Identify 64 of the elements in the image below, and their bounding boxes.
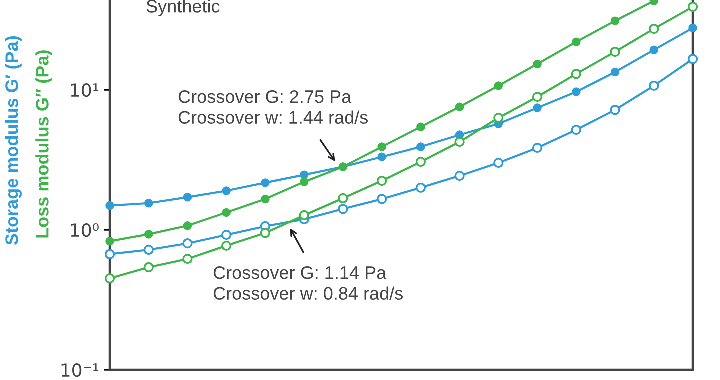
annotation: Crossover G: 2.75 Pa Crossover w: 1.44 rad/s [178,90,368,124]
point [610,46,620,58]
point [260,228,271,238]
point [183,222,192,230]
point [182,238,193,249]
point [300,170,309,180]
y-tick-label: 10¹ [71,84,99,98]
point [649,24,660,34]
point [144,230,154,239]
point [610,68,620,77]
point [533,60,542,69]
point [378,152,386,162]
point [533,104,542,112]
annotation: Crossover G: 1.14 Pa Crossover w: 0.84 rad/s [214,266,404,300]
point [182,254,193,264]
point [494,112,504,124]
point [144,244,154,256]
point [222,208,231,218]
point [571,69,582,80]
y-axis-title: Storage modulus G′ (Pa) [5,36,22,246]
point [104,274,116,284]
point [300,178,309,186]
point [338,204,348,214]
point [299,210,310,221]
y-tick-label: 10⁰ [71,223,99,238]
y-tick-label: 10⁻¹ [62,363,99,378]
point [532,143,543,154]
point [378,142,386,152]
point [688,54,698,64]
point [494,82,504,90]
point [104,249,116,260]
point [454,137,465,148]
point [454,170,465,182]
point [650,46,659,54]
point [222,186,231,196]
point [416,122,426,132]
annotation: Synthetic [146,0,220,16]
point [572,38,581,47]
point [222,240,232,251]
point [610,16,620,26]
point [494,158,504,168]
point [649,80,660,92]
point [688,2,698,12]
point [688,24,698,33]
point [572,88,581,96]
point [338,193,348,204]
point [610,105,620,116]
point [376,194,388,204]
point [416,182,426,193]
point [416,156,426,168]
point [376,176,388,186]
point [222,230,232,240]
point [261,194,270,204]
point [261,178,270,188]
point [144,199,154,208]
point [571,124,582,136]
text: Loss modulus G″ (Pa) [36,50,52,238]
point [416,142,426,152]
point [106,201,114,210]
point [144,262,154,273]
point [106,236,114,246]
point [455,102,464,112]
point [532,92,543,102]
point [183,193,192,202]
